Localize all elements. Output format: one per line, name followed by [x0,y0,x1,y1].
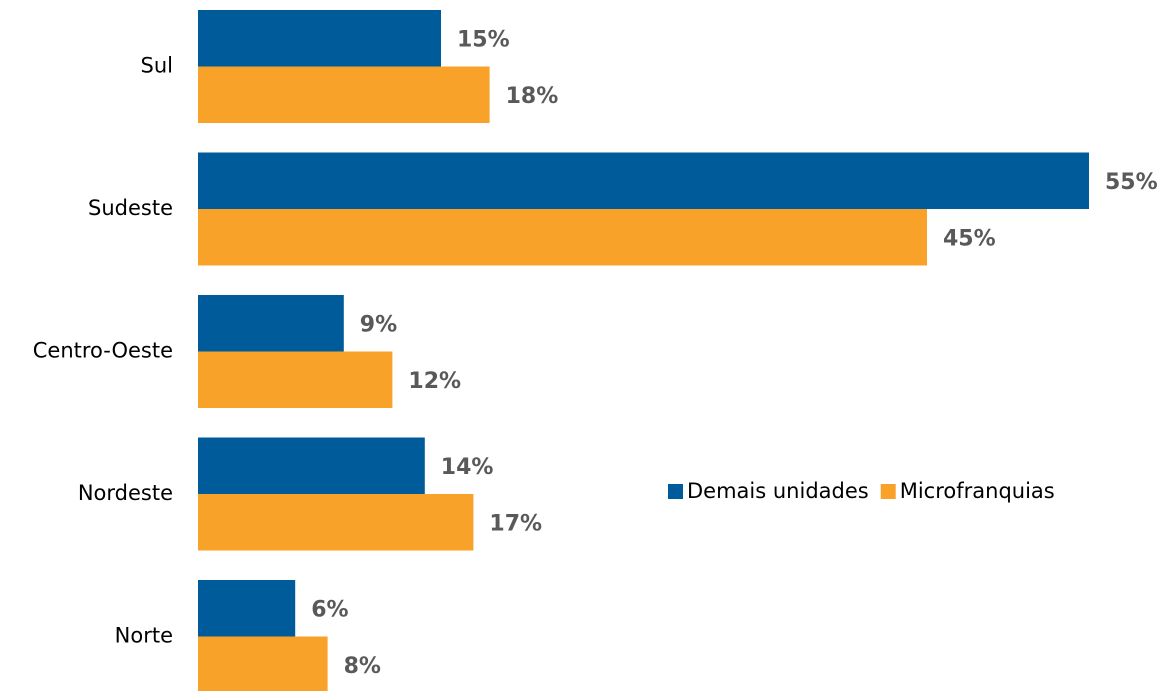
bar [198,636,328,691]
bar [198,152,1089,209]
value-label: 18% [506,84,559,109]
bar [198,580,296,637]
value-label: 9% [360,312,397,337]
bar [198,437,425,494]
value-label: 8% [344,654,381,679]
value-label: 17% [489,511,542,536]
bar [198,494,474,551]
legend-swatch [668,484,683,499]
value-label: 6% [311,597,348,622]
bar [198,209,927,266]
bar [198,295,344,352]
category-label: Centro-Oeste [33,339,173,363]
value-label: 14% [441,455,494,480]
category-label: Nordeste [78,481,173,505]
bar [198,66,490,123]
bar [198,351,393,408]
value-label: 12% [408,369,461,394]
category-label: Sul [141,54,173,78]
category-label: Sudeste [88,196,173,220]
category-label: Norte [115,624,173,648]
legend-label: Demais unidades [687,479,869,503]
bar [198,10,441,67]
value-label: 15% [457,27,510,52]
legend-label: Microfranquias [900,479,1055,503]
value-label: 45% [943,226,996,251]
value-label: 55% [1105,170,1158,195]
legend-swatch [880,484,896,499]
